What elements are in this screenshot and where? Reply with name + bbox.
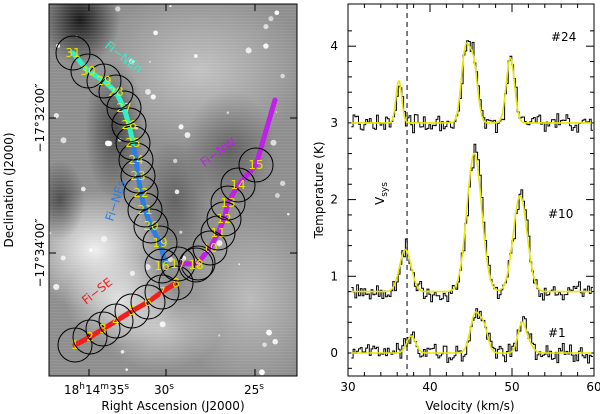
beam-label: 12 [216,212,231,226]
beam-label: 2 [86,330,94,344]
image-frame [48,3,298,377]
temperature-axis-label: Temperature (K) [312,141,326,239]
beam-circle [127,192,163,228]
track-se [72,280,179,348]
beam-circle [206,201,242,237]
y-tick-label: 4 [330,39,338,53]
dec-axis-label: Declination (J2000) [2,132,16,247]
beam-label: 15 [248,158,263,172]
beam-label: 4 [112,314,120,328]
beam-circle [210,185,246,221]
beam-circle [85,311,121,347]
beam-circle [98,74,134,110]
y-tick-label: 3 [330,116,338,130]
velocity-axis-label: Velocity (km/s) [425,399,514,413]
ra-tick-2: 30s [154,382,174,397]
spectrum-label-24: #24 [551,30,576,44]
beam-label: 17 [170,257,185,271]
ra-tick-1: 18h14m35s [64,382,129,397]
beam-label: 19 [152,236,167,250]
beam-label: 9 [194,256,202,270]
ra-axis-label: Right Ascension (J2000) [101,399,244,413]
spectra-lines [351,40,593,364]
vsys-label: Vsys [373,182,390,205]
beam-circle [238,147,274,183]
beam-circle [70,53,106,89]
dec-tick-1: −17°32′00″ [33,83,47,153]
beam-label: 14 [230,178,245,192]
beam-circle [200,215,236,251]
fit-spectrum [351,42,592,124]
beam-label: 23 [130,169,145,183]
spectrum-label-10: #10 [548,207,573,221]
beam-circle [72,319,108,355]
beam-circle [55,35,91,71]
beam-label: 31 [65,46,80,60]
beam-label: 5 [128,304,136,318]
beam-circle [142,225,178,261]
beam-circle [115,125,151,161]
filament-tracks [70,50,278,348]
image-ticks [49,4,297,376]
beam-circle [133,208,169,244]
track-ne-n [70,50,136,146]
beam-label: 18 [188,258,203,272]
beam-circle [118,142,154,178]
spectra-panel: 30 40 50 60 0 1 2 3 4 Vsys #24 #10 #1 Velocity (… [312,3,600,413]
observed-spectrum [351,143,593,303]
beam-label: 26 [121,118,136,132]
beam-circle [220,167,256,203]
spectra-ticks: 30 40 50 60 0 1 2 3 4 [330,4,600,394]
x-tick-label: 60 [586,380,600,394]
track-ne-s [130,140,168,265]
beam-label: 16 [154,259,169,273]
x-tick-label: 50 [504,380,519,394]
y-tick-label: 1 [330,269,338,283]
beam-circle [130,284,166,320]
track-nw [179,97,278,267]
spectrum-label-1: #1 [548,326,566,340]
beam-circle [144,274,180,310]
beam-label: 8 [172,276,180,290]
beam-label: 29 [96,74,111,88]
spectra-frame [347,3,595,377]
x-tick-label: 40 [422,380,437,394]
x-tick-label: 30 [340,380,355,394]
fit-spectrum [351,152,592,293]
beam-circle [180,245,216,281]
y-tick-label: 2 [330,193,338,207]
beam-label: 25 [125,136,140,150]
beam-circle [114,293,150,329]
beam-label: 11 [210,226,225,240]
beam-circle [160,246,196,282]
ra-tick-3: 25s [244,382,264,397]
beam-label: 30 [80,64,95,78]
beam-label: 13 [220,196,235,210]
dec-tick-2: −17°34′00″ [33,218,47,288]
y-tick-label: 0 [330,346,338,360]
fit-spectrum [351,311,592,354]
beam-label: 3 [99,322,107,336]
beam-circle [106,90,142,126]
beam-circle [178,247,214,283]
beam-circle [111,107,147,143]
